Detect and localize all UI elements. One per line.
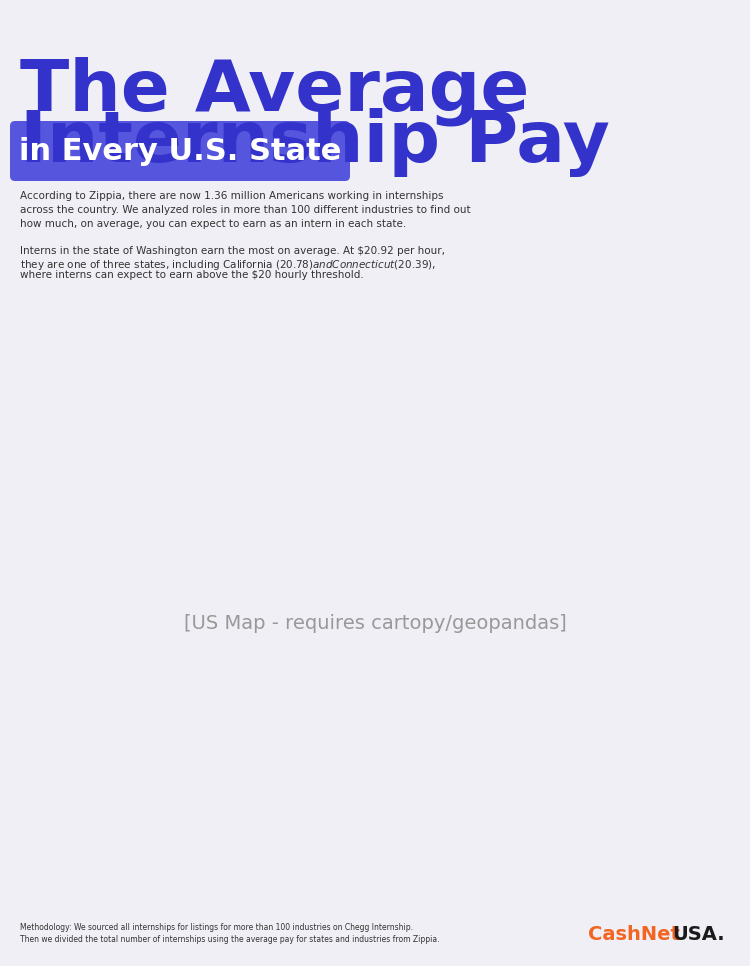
Text: in Every U.S. State: in Every U.S. State	[19, 136, 341, 165]
Text: they are one of three states, including California ($20.78) and Connecticut ($20: they are one of three states, including …	[20, 258, 436, 272]
Text: Interns in the state of Washington earn the most on average. At $20.92 per hour,: Interns in the state of Washington earn …	[20, 246, 445, 256]
Text: CashNet: CashNet	[588, 925, 680, 944]
Text: According to Zippia, there are now 1.36 million Americans working in internships: According to Zippia, there are now 1.36 …	[20, 191, 471, 229]
FancyBboxPatch shape	[10, 121, 350, 181]
Text: USA.: USA.	[672, 925, 725, 944]
Text: The Average: The Average	[20, 56, 530, 126]
Text: Internship Pay: Internship Pay	[20, 108, 610, 177]
Text: where interns can expect to earn above the $20 hourly threshold.: where interns can expect to earn above t…	[20, 270, 364, 280]
Text: Methodology: We sourced all internships for listings for more than 100 industrie: Methodology: We sourced all internships …	[20, 923, 439, 944]
Text: [US Map - requires cartopy/geopandas]: [US Map - requires cartopy/geopandas]	[184, 613, 566, 633]
